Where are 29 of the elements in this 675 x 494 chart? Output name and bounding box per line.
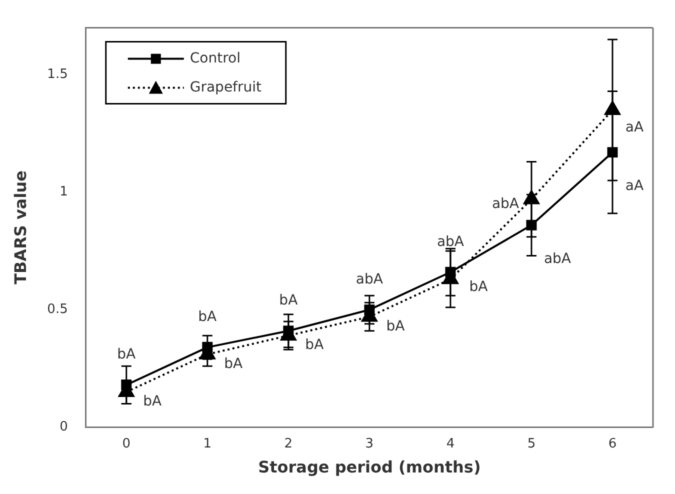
x-tick-label: 5 bbox=[527, 436, 536, 452]
legend-label: Grapefruit bbox=[190, 79, 262, 96]
annotation: bA bbox=[143, 394, 162, 410]
annotation: abA bbox=[356, 271, 384, 288]
annotation: bA bbox=[469, 278, 488, 295]
legend-label: Control bbox=[190, 50, 240, 66]
y-tick-label: 0 bbox=[60, 420, 68, 435]
annotation: bA bbox=[386, 318, 406, 334]
annotation: bA bbox=[224, 356, 244, 372]
annotation: abA bbox=[544, 250, 572, 267]
annotation: bA bbox=[279, 292, 298, 309]
x-tick-label: 4 bbox=[446, 436, 455, 452]
x-tick-label: 3 bbox=[365, 436, 374, 452]
annotation: abA bbox=[492, 196, 520, 212]
annotation: bA bbox=[198, 308, 218, 325]
annotation: aA bbox=[625, 120, 644, 136]
y-tick-label: 1.5 bbox=[47, 67, 68, 82]
x-tick-label: 2 bbox=[284, 436, 293, 452]
x-axis-title: Storage period (months) bbox=[258, 458, 481, 477]
annotation: abA bbox=[436, 234, 464, 250]
annotation: bA bbox=[305, 337, 324, 354]
x-tick-label: 6 bbox=[608, 436, 617, 452]
x-tick-label: 0 bbox=[122, 436, 131, 452]
annotation: bA bbox=[117, 346, 136, 363]
y-axis-title: TBARS value bbox=[10, 170, 30, 284]
y-tick-label: 0.5 bbox=[47, 302, 68, 318]
x-tick-label: 1 bbox=[203, 436, 212, 452]
annotation: aA bbox=[625, 178, 644, 194]
y-tick-label: 1 bbox=[60, 184, 68, 200]
